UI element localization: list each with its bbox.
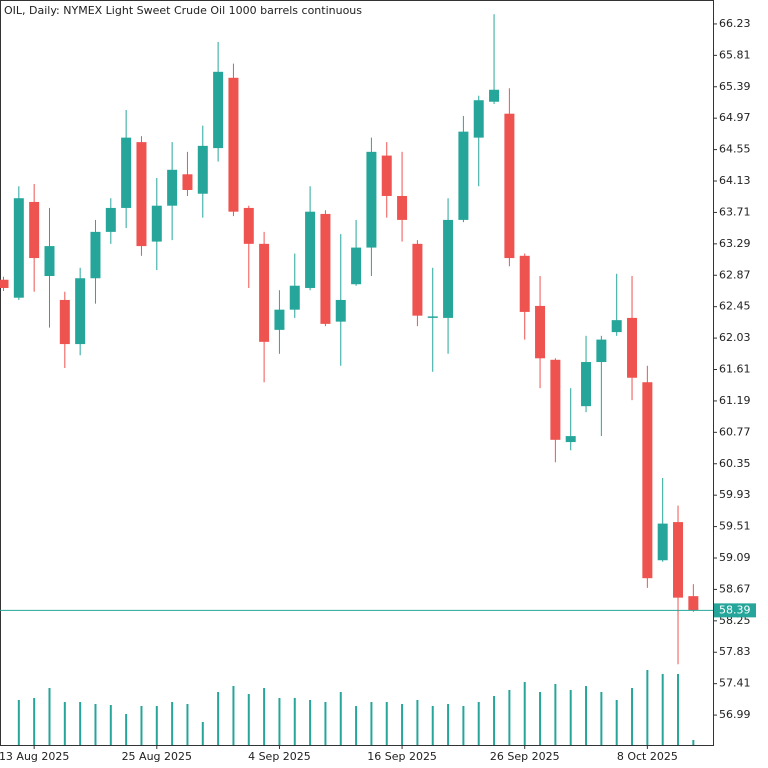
- y-tick-label: 62.03: [719, 331, 751, 344]
- candle-body: [90, 231, 101, 279]
- candle-body: [13, 198, 24, 298]
- candle-body: [351, 247, 362, 285]
- candle-body: [381, 155, 392, 196]
- x-tick-label: 16 Sep 2025: [367, 750, 437, 763]
- y-tick-label: 59.51: [719, 520, 751, 533]
- y-tick-label: 57.41: [719, 677, 751, 690]
- candle-body: [243, 207, 254, 244]
- candle-body: [228, 77, 239, 212]
- candle-body: [105, 207, 116, 232]
- y-tick-label: 62.45: [719, 300, 751, 313]
- y-tick-label: 56.99: [719, 708, 751, 721]
- y-tick-label: 61.19: [719, 394, 751, 407]
- candle-body: [0, 279, 9, 288]
- y-tick-label: 64.55: [719, 143, 751, 156]
- candle-body: [657, 523, 668, 561]
- y-tick-label: 63.71: [719, 205, 751, 218]
- candle-body: [596, 339, 607, 363]
- plot-frame: [0, 0, 714, 746]
- y-tick-label: 60.77: [719, 425, 751, 438]
- candle-body: [320, 213, 331, 324]
- candle-body: [274, 309, 285, 330]
- candle-body: [427, 316, 438, 318]
- candle-body: [305, 211, 316, 288]
- candle-body: [59, 299, 70, 345]
- candle-body: [182, 174, 193, 190]
- candle-body: [366, 151, 377, 248]
- candle-body: [29, 201, 40, 259]
- candle-body: [213, 71, 224, 149]
- x-tick-label: 4 Sep 2025: [248, 750, 311, 763]
- y-tick-label: 57.83: [719, 645, 751, 658]
- candle-body: [550, 359, 561, 440]
- y-tick-label: 59.93: [719, 488, 751, 501]
- x-tick-label: 25 Aug 2025: [122, 750, 192, 763]
- candle-body: [535, 305, 546, 359]
- y-tick-label: 64.13: [719, 174, 751, 187]
- candle-body: [673, 522, 684, 598]
- y-tick-label: 58.67: [719, 582, 751, 595]
- y-tick-label: 60.35: [719, 457, 751, 470]
- x-tick-label: 13 Aug 2025: [0, 750, 69, 763]
- candle-body: [473, 100, 484, 138]
- candle-body: [581, 362, 592, 407]
- y-tick-label: 63.29: [719, 237, 751, 250]
- chart-title: OIL, Daily: NYMEX Light Sweet Crude Oil …: [4, 4, 362, 17]
- y-tick-label: 64.97: [719, 111, 751, 124]
- candle-body: [197, 145, 208, 194]
- candle-body: [412, 243, 423, 316]
- candle-body: [642, 382, 653, 579]
- candle-body: [458, 131, 469, 220]
- candle-body: [259, 243, 270, 342]
- candle-body: [151, 205, 162, 242]
- candle-body: [397, 195, 408, 220]
- candle-body: [443, 219, 454, 318]
- candle-body: [136, 142, 147, 247]
- x-tick-label: 8 Oct 2025: [617, 750, 678, 763]
- candle-body: [611, 320, 622, 333]
- candle-body: [688, 596, 699, 611]
- candle-body: [565, 436, 576, 443]
- price-label-bg: [714, 603, 756, 618]
- y-tick-label: 65.81: [719, 48, 751, 61]
- y-tick-label: 62.87: [719, 268, 751, 281]
- y-tick-label: 61.61: [719, 363, 751, 376]
- candle-body: [489, 89, 500, 102]
- candle-body: [519, 255, 530, 312]
- candle-body: [627, 317, 638, 378]
- candle-body: [44, 246, 55, 277]
- y-tick-label: 59.09: [719, 551, 751, 564]
- price-label: 58.39: [719, 603, 751, 616]
- candle-body: [75, 278, 86, 345]
- candle-body: [504, 113, 515, 259]
- candle-body: [335, 299, 346, 322]
- y-tick-label: 66.23: [719, 17, 751, 30]
- candle-body: [121, 137, 132, 208]
- candle-body: [289, 285, 300, 310]
- x-tick-label: 26 Sep 2025: [490, 750, 560, 763]
- y-tick-label: 65.39: [719, 80, 751, 93]
- candle-body: [167, 169, 178, 206]
